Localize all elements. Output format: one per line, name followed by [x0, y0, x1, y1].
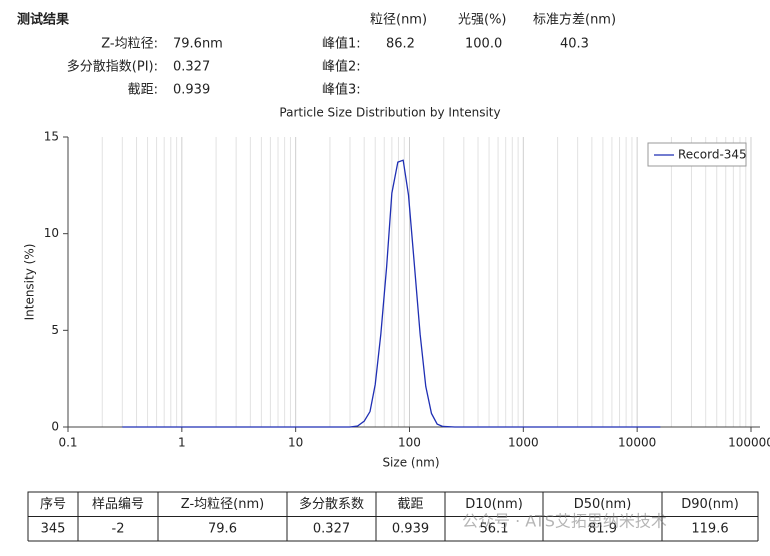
peak-value: 100.0 — [465, 37, 502, 52]
x-tick-label: 1 — [178, 436, 186, 450]
table-cell: 81.9 — [588, 521, 617, 536]
result-title: 测试结果 — [17, 12, 69, 28]
table-cell: -2 — [112, 521, 125, 536]
field-value: 0.939 — [173, 83, 210, 98]
field-value: 0.327 — [173, 60, 210, 75]
y-axis-label: Intensity (%) — [23, 244, 37, 321]
x-tick-label: 0.1 — [58, 436, 77, 450]
x-tick-label: 10000 — [618, 436, 656, 450]
field-label: 截距: — [128, 83, 158, 98]
table-cell: 0.327 — [313, 521, 350, 536]
table-cell: 56.1 — [480, 521, 509, 536]
data-line — [122, 159, 661, 428]
y-tick-label: 10 — [44, 226, 59, 240]
table-cell: 119.6 — [691, 521, 728, 536]
field-label: Z-均粒径: — [101, 37, 158, 52]
x-tick-label: 100000 — [728, 436, 770, 450]
column-header: 光强(%) — [458, 13, 507, 28]
table-header: D10(nm) — [465, 497, 523, 512]
table-cell: 0.939 — [392, 521, 429, 536]
table-header: 截距 — [397, 497, 423, 512]
table-header-bg — [27, 491, 759, 517]
table-header: 序号 — [40, 497, 66, 512]
column-header: 粒径(nm) — [370, 13, 427, 28]
legend-label: Record-345 — [678, 148, 747, 162]
table-header: D90(nm) — [681, 497, 739, 512]
x-tick-label: 1000 — [508, 436, 539, 450]
x-tick-label: 10 — [288, 436, 303, 450]
table-cell: 79.6 — [208, 521, 237, 536]
field-label: 多分散指数(PI): — [67, 59, 158, 75]
peak-label: 峰值1: — [322, 36, 361, 52]
x-tick-label: 100 — [398, 436, 421, 450]
watermark: 公众号 · ATS艾拓思纳米技术 — [462, 512, 667, 531]
y-tick-label: 5 — [51, 323, 59, 337]
field-value: 79.6nm — [173, 37, 223, 52]
legend-box — [647, 142, 747, 167]
table-header: 样品编号 — [92, 497, 144, 512]
peak-value: 86.2 — [386, 37, 415, 52]
table-header: Z-均粒径(nm) — [181, 497, 264, 512]
peak-label: 峰值3: — [322, 82, 361, 98]
x-axis-label: Size (nm) — [382, 456, 439, 470]
table-header: D50(nm) — [574, 497, 632, 512]
table-cell: 345 — [41, 521, 66, 536]
y-tick-label: 15 — [44, 130, 59, 144]
chart-title: Particle Size Distribution by Intensity — [279, 106, 500, 120]
peak-value: 40.3 — [560, 37, 589, 52]
peak-label: 峰值2: — [322, 59, 361, 75]
table-header: 多分散系数 — [299, 496, 364, 512]
y-tick-label: 0 — [51, 420, 59, 434]
column-header: 标准方差(nm) — [533, 12, 616, 28]
